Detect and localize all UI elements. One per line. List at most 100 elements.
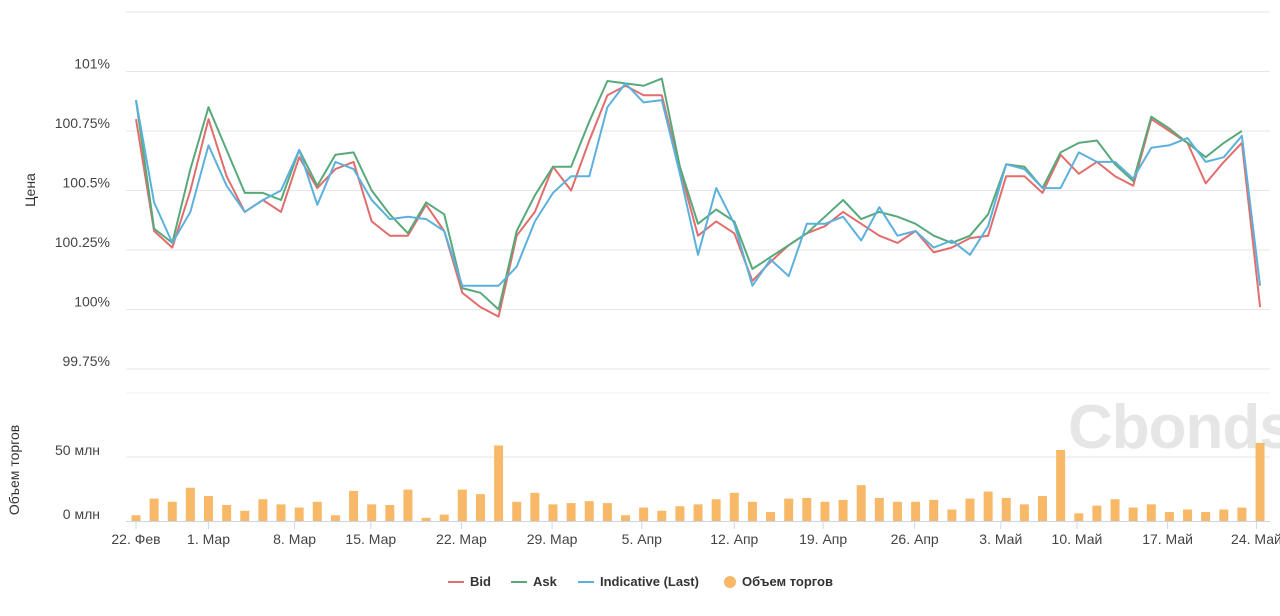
x-tick-label: 12. Апр xyxy=(710,531,758,547)
volume-bar xyxy=(929,499,939,521)
volume-bar xyxy=(874,497,884,521)
volume-bar xyxy=(457,489,467,521)
volume-bar xyxy=(892,501,902,521)
volume-tick-label: 0 млн xyxy=(63,506,100,522)
volume-bar xyxy=(475,494,485,521)
volume-bar xyxy=(439,514,449,521)
volume-bar xyxy=(1219,509,1229,521)
legend-item-ask[interactable]: Ask xyxy=(511,574,557,589)
volume-bar xyxy=(983,491,993,521)
volume-bar xyxy=(312,501,322,521)
volume-bar xyxy=(185,487,195,521)
ask-line-icon xyxy=(511,580,527,583)
volume-bar xyxy=(240,510,250,521)
volume-dot-icon xyxy=(724,575,736,588)
volume-bar xyxy=(1001,497,1011,521)
volume-bar xyxy=(204,496,214,521)
series-line-ask xyxy=(135,77,1243,311)
volume-bar xyxy=(693,504,703,521)
volume-bar xyxy=(294,507,304,521)
legend-item-bid[interactable]: Bid xyxy=(448,574,491,589)
volume-bar xyxy=(602,503,612,521)
volume-bar xyxy=(1019,504,1029,521)
x-tick-label: 24. Май xyxy=(1231,531,1280,547)
x-tick-label: 22. Фев xyxy=(111,531,160,547)
bid-line-icon xyxy=(448,580,464,583)
legend-label: Объем торгов xyxy=(742,574,833,589)
volume-bar xyxy=(1038,496,1047,521)
grid-lines xyxy=(126,11,1270,458)
volume-bar xyxy=(1183,509,1193,521)
volume-bar xyxy=(1128,507,1138,521)
cbonds-watermark: Cbonds xyxy=(1068,393,1280,462)
volume-bar xyxy=(1146,504,1156,521)
legend-label: Ask xyxy=(533,574,557,589)
x-tick-label: 8. Мар xyxy=(273,531,316,547)
x-tick-label: 5. Апр xyxy=(622,531,662,547)
volume-bar xyxy=(729,492,739,521)
volume-bar xyxy=(675,506,685,521)
indicative-line-icon xyxy=(578,580,594,583)
series-line-indicative-last xyxy=(135,82,1262,287)
volume-bar xyxy=(421,517,431,521)
volume-bar xyxy=(1056,449,1066,521)
volume-bar xyxy=(820,501,830,521)
volume-axis-title: Объем торгов xyxy=(6,425,22,515)
volume-bar xyxy=(639,507,649,521)
volume-bar xyxy=(494,445,504,521)
y-tick-label: 100% xyxy=(74,294,110,310)
volume-bar xyxy=(711,499,721,521)
volume-bars xyxy=(131,442,1265,521)
volume-bar xyxy=(222,505,232,521)
y-tick-label: 100.75% xyxy=(55,115,110,131)
x-tick-label: 26. Апр xyxy=(891,531,939,547)
volume-bar xyxy=(258,499,268,521)
volume-bar xyxy=(911,501,921,521)
x-tick-label: 10. Май xyxy=(1052,531,1103,547)
volume-bar xyxy=(131,515,141,521)
x-tick-label: 17. Май xyxy=(1142,531,1193,547)
volume-tick-label: 50 млн xyxy=(55,442,100,458)
volume-bar xyxy=(584,501,594,521)
volume-bar xyxy=(149,498,159,521)
volume-bar xyxy=(512,501,522,521)
volume-bar xyxy=(548,504,558,521)
volume-bar xyxy=(403,489,413,521)
volume-bar xyxy=(947,509,957,521)
volume-bar xyxy=(965,498,975,521)
legend-item-indicative[interactable]: Indicative (Last) xyxy=(578,574,699,589)
volume-bar xyxy=(802,497,812,521)
volume-bar xyxy=(167,501,177,521)
volume-bar xyxy=(276,504,286,521)
price-lines xyxy=(135,77,1262,318)
y-tick-label: 101% xyxy=(74,56,110,72)
y-tick-label: 100.25% xyxy=(55,234,110,250)
legend-label: Indicative (Last) xyxy=(600,574,699,589)
x-tick-label: 15. Мар xyxy=(345,531,396,547)
x-tick-label: 19. Апр xyxy=(799,531,847,547)
price-axis-title: Цена xyxy=(22,173,38,207)
x-axis: 22. Фев 1. Мар 8. Мар 15. Мар 22. Мар 29. Мар… xyxy=(111,521,1280,547)
volume-bar xyxy=(838,499,848,521)
x-tick-label: 1. Мар xyxy=(187,531,230,547)
volume-bar xyxy=(349,490,359,521)
volume-bar xyxy=(367,504,377,521)
x-tick-label: 22. Мар xyxy=(436,531,487,547)
volume-bar xyxy=(566,503,576,521)
y-tick-label: 99.75% xyxy=(63,353,110,369)
volume-bar xyxy=(330,515,340,521)
volume-bar xyxy=(1201,512,1211,521)
volume-bar xyxy=(1164,512,1174,521)
y-tick-label: 100.5% xyxy=(63,175,110,191)
volume-bar xyxy=(530,492,540,521)
volume-bar xyxy=(856,485,866,521)
volume-bar xyxy=(784,498,794,521)
volume-bar xyxy=(1074,513,1084,521)
volume-bar xyxy=(747,501,757,521)
legend-item-volume[interactable]: Объем торгов xyxy=(724,574,833,589)
price-axis: 101% 100.75% 100.5% 100.25% 100% 99.75% xyxy=(55,56,110,370)
volume-bar xyxy=(1255,442,1265,521)
volume-bar xyxy=(1092,505,1102,521)
volume-bar xyxy=(657,510,667,521)
